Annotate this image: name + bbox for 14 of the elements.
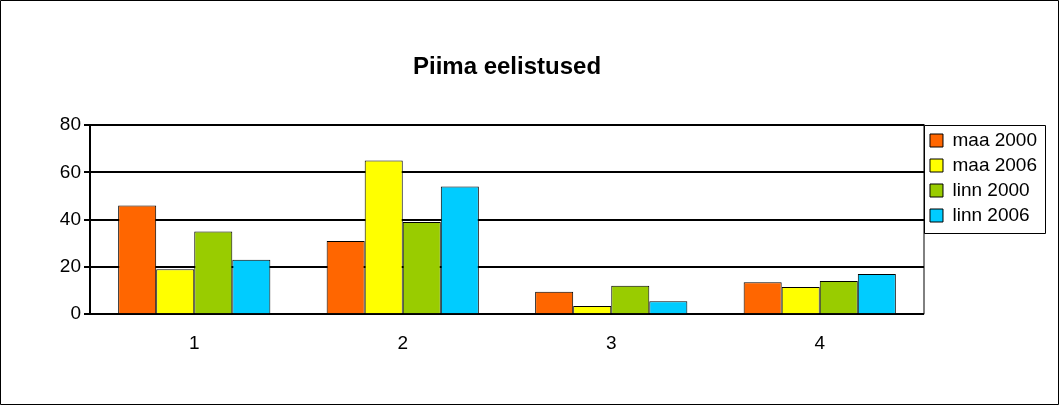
y-tick-label: 0	[70, 302, 81, 324]
legend-label: maa 2000	[952, 128, 1038, 150]
x-tick-label: 1	[188, 331, 200, 353]
x-tick-label: 4	[814, 331, 826, 353]
x-tick-label: 3	[605, 331, 617, 353]
legend-label: linn 2006	[952, 203, 1030, 225]
y-tick-label: 40	[59, 207, 81, 229]
legend-label: maa 2006	[952, 153, 1038, 175]
legend-label: linn 2000	[952, 178, 1030, 200]
x-tick-label: 2	[397, 331, 409, 353]
y-tick-label: 20	[59, 255, 81, 277]
chart-title: Piima eelistused	[412, 51, 602, 79]
y-tick-label: 60	[59, 160, 81, 182]
y-tick-label: 80	[59, 113, 81, 135]
